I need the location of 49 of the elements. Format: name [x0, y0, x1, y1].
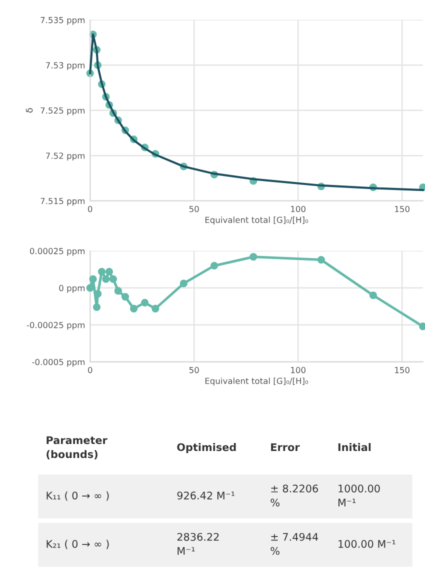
y-tick-label: 0 ppm — [59, 284, 85, 293]
x-tick-label: 100 — [291, 206, 306, 212]
text: Error — [271, 443, 300, 452]
point — [105, 268, 114, 276]
x-axis-title: Equivalent total [G]₀/[H]₀ — [205, 216, 308, 225]
x-tick-label: 0 — [88, 366, 92, 374]
x-axis-title: Equivalent total [G]₀/[H]₀ — [205, 378, 308, 386]
text: 2836.22 M⁻¹ — [177, 532, 219, 555]
x-tick-label: 0 — [88, 206, 92, 212]
text: Initial — [338, 443, 371, 452]
y-tick-label: -0.0005 ppm — [32, 358, 85, 367]
point — [109, 275, 118, 283]
text: 100.00 M⁻¹ — [338, 540, 396, 548]
point — [130, 304, 138, 312]
y-tick-label: 7.52 ppm — [46, 152, 85, 161]
point — [121, 292, 130, 301]
point — [317, 256, 325, 264]
y-tick-label: 0.00025 ppm — [30, 248, 85, 256]
text: K₂₁ ( 0 → ∞ ) — [46, 540, 109, 550]
y-tick-label: 7.535 ppm — [40, 16, 85, 25]
text: ± 7.4944 % — [270, 532, 318, 555]
point — [114, 287, 122, 295]
text: Parameter (bounds) — [46, 436, 108, 460]
text: 926.42 M⁻¹ — [177, 492, 234, 500]
text: K₁₁ ( 0 → ∞ ) — [46, 491, 109, 501]
x-tick-label: 150 — [395, 206, 410, 212]
y-axis-title: δ — [26, 108, 33, 113]
text: ± 8.2206 % — [270, 484, 318, 506]
x-tick-label: 150 — [395, 366, 410, 374]
point — [152, 304, 160, 312]
y-tick-label: 7.53 ppm — [46, 62, 85, 70]
y-tick-label: 7.515 ppm — [40, 198, 85, 206]
text: 1000.00 M⁻¹ — [338, 484, 380, 506]
x-tick-label: 100 — [291, 366, 306, 374]
text: Optimised — [177, 443, 236, 454]
y-tick-label: -0.00025 ppm — [26, 322, 85, 330]
x-tick-label: 50 — [189, 206, 199, 212]
point — [210, 262, 218, 270]
point — [102, 275, 110, 283]
point — [369, 291, 377, 300]
point — [86, 284, 94, 292]
x-tick-label: 50 — [189, 366, 199, 374]
point — [92, 303, 101, 311]
point — [250, 253, 258, 261]
point — [89, 275, 97, 283]
y-tick-label: 7.525 ppm — [40, 107, 85, 116]
point — [98, 268, 106, 276]
point — [140, 298, 149, 307]
point — [180, 280, 188, 288]
